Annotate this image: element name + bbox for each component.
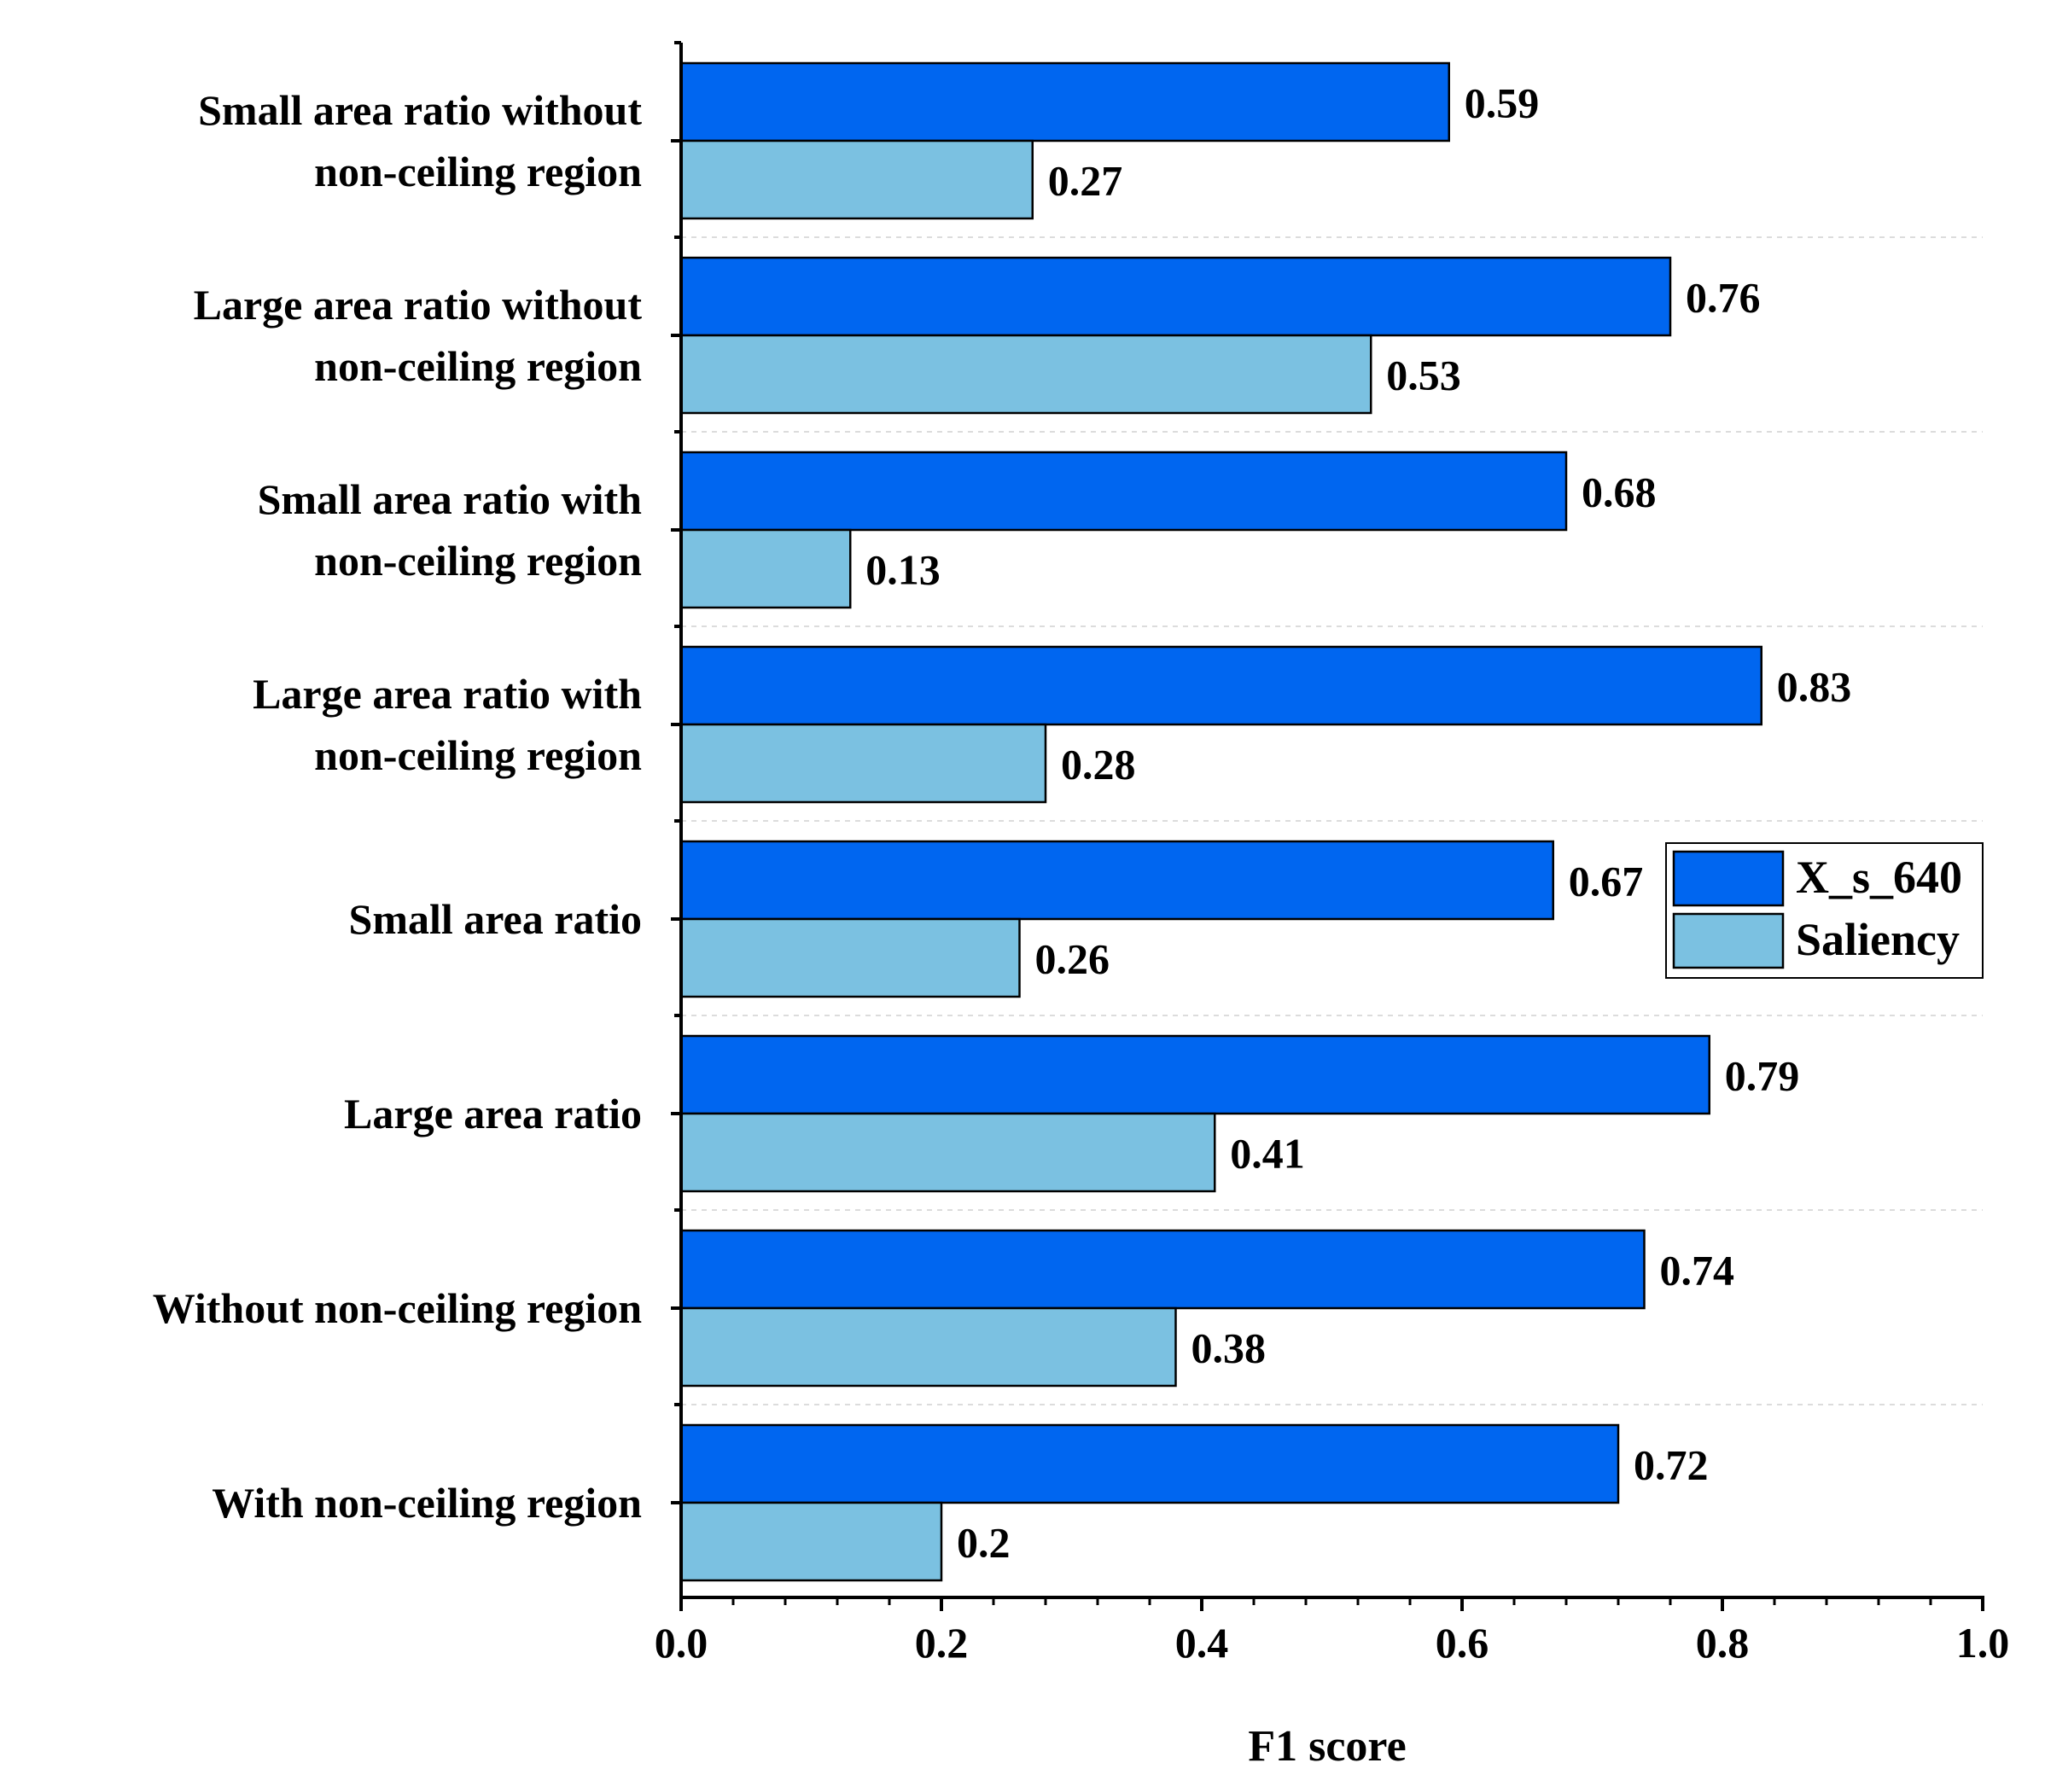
value-label: 0.2 [957, 1519, 1011, 1567]
category-label: With non-ceiling region [212, 1479, 642, 1527]
value-label: 0.59 [1465, 79, 1540, 127]
value-label: 0.38 [1191, 1324, 1267, 1372]
x-tick-label: 0.4 [1175, 1619, 1229, 1667]
x-axis-title: F1 score [1248, 1722, 1406, 1771]
category-label: non-ceiling region [314, 537, 642, 585]
value-label: 0.13 [865, 546, 941, 594]
legend-swatch [1672, 850, 1785, 907]
value-label: 0.83 [1777, 663, 1852, 711]
category-label: Without non-ceiling region [153, 1284, 642, 1332]
category-label: non-ceiling region [314, 731, 642, 779]
category-label: Small area ratio with [258, 475, 643, 523]
legend-label: Saliency [1796, 914, 1960, 965]
x-tick-label: 1.0 [1956, 1619, 2010, 1667]
value-label: 0.72 [1634, 1441, 1709, 1489]
x-tick-label: 0.0 [655, 1619, 708, 1667]
value-label: 0.41 [1230, 1130, 1305, 1178]
value-label: 0.74 [1660, 1247, 1735, 1295]
bar-x-s-640 [679, 451, 1568, 532]
bar-saliency [679, 139, 1034, 220]
category-label: Large area ratio with [253, 670, 642, 718]
value-label: 0.28 [1061, 741, 1136, 788]
category-label: Small area ratio without [198, 86, 642, 134]
value-label: 0.26 [1035, 935, 1110, 983]
bar-saliency [679, 723, 1047, 804]
category-label: non-ceiling region [314, 342, 642, 390]
value-label: 0.79 [1725, 1052, 1800, 1100]
category-label: Large area ratio [344, 1090, 642, 1137]
category-label: Small area ratio [349, 895, 642, 943]
x-tick-label: 0.6 [1436, 1619, 1489, 1667]
bar-saliency [679, 334, 1372, 415]
bar-x-s-640 [679, 1229, 1646, 1310]
bar-saliency [679, 1112, 1216, 1193]
bar-x-s-640 [679, 645, 1762, 726]
category-label: non-ceiling region [314, 148, 642, 195]
legend-swatch [1672, 912, 1785, 969]
bar-x-s-640 [679, 1423, 1620, 1504]
bar-x-s-640 [679, 840, 1554, 921]
x-tick-label: 0.2 [915, 1619, 969, 1667]
grid-lines [681, 236, 1983, 1405]
bar-saliency [679, 528, 852, 609]
bar-x-s-640 [679, 256, 1672, 337]
bar-x-s-640 [679, 61, 1450, 143]
value-label: 0.68 [1582, 468, 1657, 516]
x-tick-label: 0.8 [1696, 1619, 1750, 1667]
value-label: 0.67 [1569, 858, 1644, 905]
bar-saliency [679, 1501, 943, 1582]
value-labels: 0.59 0.27 0.76 0.53 0.68 0.13 0.83 0.28 0.67 0.26… [865, 79, 1851, 1567]
value-label: 0.27 [1048, 157, 1123, 205]
value-label: 0.53 [1386, 352, 1461, 399]
value-label: 0.76 [1686, 274, 1761, 322]
bar-x-s-640 [679, 1034, 1710, 1115]
legend-label: X_s_640 [1796, 852, 1962, 903]
axes: 0.0 0.2 0.4 0.6 0.8 1.0 [655, 41, 2010, 1667]
bar-saliency [679, 917, 1021, 998]
legend: X_s_640 Saliency [1665, 842, 1984, 979]
category-label: Large area ratio without [194, 281, 643, 329]
bar-saliency [679, 1306, 1177, 1388]
category-labels: Small area ratio without non-ceiling regi… [153, 86, 643, 1527]
